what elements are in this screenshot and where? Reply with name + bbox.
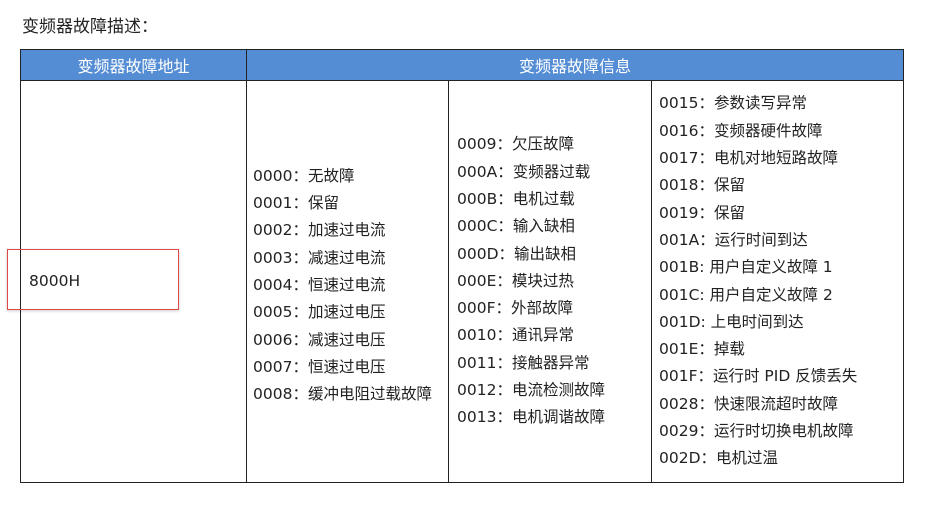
fault-code-item: 0006：减速过电压 [253, 330, 386, 349]
fault-code-item: 000E：模块过热 [457, 271, 574, 290]
fault-code-item: 000F：外部故障 [457, 299, 574, 318]
fault-code-item: 0000：无故障 [253, 166, 355, 185]
fault-table: 变频器故障地址 变频器故障信息 8000H 0000：无故障 0001：保留 000… [20, 49, 904, 483]
address-cell: 8000H [21, 81, 246, 482]
fault-code-item: 0008：缓冲电阻过载故障 [253, 385, 432, 404]
fault-code-item: 000B：电机过载 [457, 189, 575, 208]
fault-code-item: 0003：减速过电流 [253, 248, 386, 267]
header-address: 变频器故障地址 [21, 50, 246, 81]
fault-code-item: 001E：掉载 [659, 340, 745, 359]
fault-code-item: 0019：保留 [659, 203, 745, 222]
fault-code-item: 000C：输入缺相 [457, 217, 575, 236]
fault-code-item: 0001：保留 [253, 194, 339, 213]
fault-code-item: 0017：电机对地短路故障 [659, 149, 838, 168]
address-value: 8000H [29, 271, 81, 290]
fault-code-item: 0002：加速过电流 [253, 221, 386, 240]
fault-code-item: 0016：变频器硬件故障 [659, 121, 823, 140]
info-column-1: 0000：无故障 0001：保留 0002：加速过电流 0003：减速过电流 0004：… [246, 81, 448, 482]
fault-code-item: 0012：电流检测故障 [457, 381, 605, 400]
fault-code-item: 0005：加速过电压 [253, 303, 386, 322]
fault-code-item: 0007：恒速过电压 [253, 357, 386, 376]
fault-code-item: 001F：运行时 PID 反馈丢失 [659, 367, 858, 386]
fault-code-item: 001C: 用户自定义故障 2 [659, 285, 833, 304]
fault-code-item: 0010：通讯异常 [457, 326, 574, 345]
info-column-2: 0009：欠压故障 000A：变频器过载 000B：电机过载 000C：输入缺相 000… [448, 81, 651, 482]
fault-code-item: 001A：运行时间到达 [659, 230, 808, 249]
fault-code-item: 001D: 上电时间到达 [659, 312, 804, 331]
fault-code-item: 0004：恒速过电流 [253, 276, 386, 294]
fault-code-item: 002D：电机过温 [659, 449, 779, 468]
fault-code-item: 0013：电机调谐故障 [457, 408, 605, 427]
fault-code-item: 0015：参数读写异常 [659, 94, 807, 113]
fault-code-item: 0029：运行时切换电机故障 [659, 421, 854, 440]
fault-code-item: 0018：保留 [659, 176, 745, 195]
fault-code-item: 0009：欠压故障 [457, 135, 574, 154]
fault-code-item: 000D：输出缺相 [457, 244, 577, 263]
fault-code-item: 0011：接触器异常 [457, 353, 590, 372]
fault-code-item: 001B: 用户自定义故障 1 [659, 258, 833, 277]
section-title: 变频器故障描述： [22, 17, 158, 37]
fault-code-item: 0028：快速限流超时故障 [659, 394, 838, 413]
fault-code-item: 000A：变频器过载 [457, 162, 591, 181]
highlight-box [7, 249, 179, 310]
header-info: 变频器故障信息 [246, 50, 903, 81]
info-column-3: 0015：参数读写异常 0016：变频器硬件故障 0017：电机对地短路故障 0018… [651, 81, 904, 482]
